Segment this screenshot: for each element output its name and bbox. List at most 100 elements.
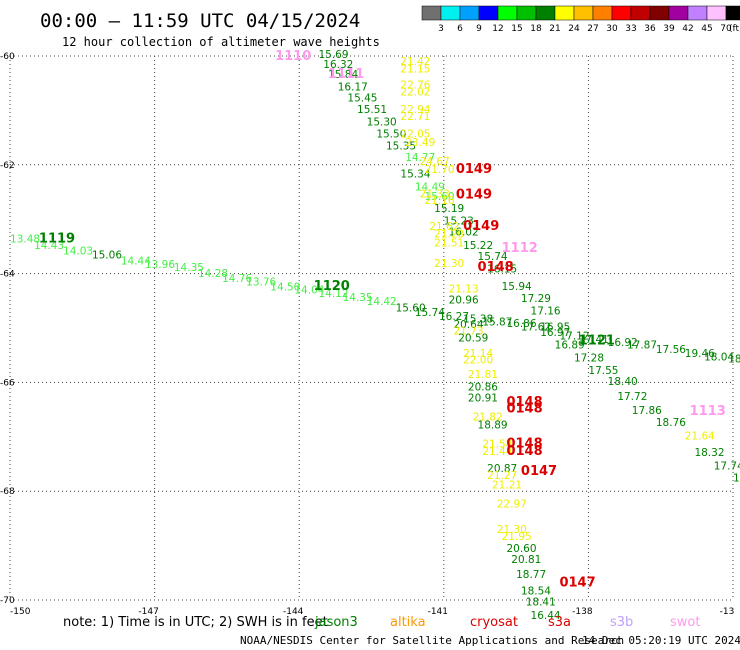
swh-label: 22.71 [400,111,430,123]
scale-swatch [630,5,651,21]
pass-id-label: 1120 [314,279,350,294]
scale-swatch [725,5,740,21]
swh-label: 22.00 [463,354,493,366]
swh-label: 21.42 [400,56,430,68]
swh-label: 22.94 [400,104,430,116]
swh-label: 16.02 [449,227,479,239]
swh-label: 18.54 [521,586,551,598]
axis-tick-labels: -150 -147 -144 -141 -138 -13 -60 -62 -64 -66 -68 -7… [0,52,734,617]
scale-unit: (ft) [729,24,740,34]
swh-label: 21.44 [482,446,512,458]
chart-subtitle: 12 hour collection of altimeter wave hei… [62,35,380,49]
scale-swatch [649,5,670,21]
scale-label: 15 [511,24,522,34]
swh-label: 16.89 [555,340,585,352]
swh-label: 14.28 [198,268,228,280]
pass-id-label: 0149 [463,219,499,234]
swh-label: 15.35 [386,141,416,153]
pass-id-label: 0147 [521,464,557,479]
pass-id-label: 0149 [456,162,492,177]
swh-label: 20.91 [468,392,498,404]
chart-title: 00:00 – 11:59 UTC 04/15/2024 [40,10,360,32]
y-tick-label: -70 [0,596,15,606]
swh-label: 23.49 [405,137,435,149]
wave-height-points: 13.4814.4314.0315.0614.4413.9614.3514.28… [10,49,740,622]
swh-label: 15.34 [400,168,430,180]
scale-label: 30 [606,24,618,34]
swh-label: 14.35 [343,292,373,304]
y-tick-label: -62 [0,161,15,171]
swh-label: 17.29 [521,293,551,305]
swh-label: 20.60 [506,543,536,555]
pass-id-label: 1110 [275,49,311,64]
swh-label: 15.69 [318,49,348,61]
swh-label: 21.64 [685,431,715,443]
swh-label: 14.12 [318,288,348,300]
pass-id-label: 1112 [502,241,538,256]
scale-swatch [440,5,461,21]
footer-credit: NOAA/NESDIS Center for Satellite Applica… [240,634,624,647]
scale-swatch [687,5,708,21]
pass-id-label: 0148 [506,437,542,452]
scale-label: 21 [549,24,560,34]
swh-label: 22.97 [497,499,527,511]
swh-label: 21.30 [434,258,464,270]
swh-label: 20.81 [511,554,541,566]
satellite-name: s3b [610,615,633,630]
satellite-name: swot [670,615,700,630]
swh-label: 15.50 [376,129,406,141]
swh-label: 21.70 [425,164,455,176]
scale-swatch [554,5,575,21]
swh-label: 18.40 [608,376,638,388]
swh-label: 21.51 [434,237,464,249]
scale-label: 3 [438,24,444,34]
scale-swatch [459,5,480,21]
scale-swatch [668,5,689,21]
scale-label: 27 [587,24,598,34]
scale-swatch [573,5,594,21]
swh-label: 22.02 [400,87,430,99]
swh-label: 21.33 [420,188,450,200]
scale-swatch [421,5,442,21]
footer-timestamp: 14 Dec 05:20:19 UTC 2024 [582,634,740,647]
swh-label: 13.96 [145,259,175,271]
scale-label: 18 [530,24,542,34]
swh-label: 21.95 [502,531,532,543]
scale-label: 24 [568,24,580,34]
swh-label: 20.59 [458,333,488,345]
satellite-name: s3a [548,615,571,630]
y-tick-label: -68 [0,487,15,497]
pass-id-label: 1113 [690,404,726,419]
swh-label: 22.05 [400,129,430,141]
swh-label: 21.14 [463,348,493,360]
scale-label: 6 [457,24,463,34]
pass-id-label: 1119 [39,232,75,247]
pass-id-label: 1121 [579,333,615,348]
swh-label: 16.97 [540,327,570,339]
scale-label: 9 [476,24,482,34]
scale-label: 70 [720,24,732,34]
swh-label: 24.67 [420,156,450,168]
swh-label: 18.89 [478,420,508,432]
swh-label: 17.87 [627,340,657,352]
swh-label: 15.30 [367,117,397,129]
scale-label: 12 [492,24,503,34]
swh-label: 16.95 [540,322,570,334]
swh-label: 17.55 [588,365,618,377]
swh-label: 15.38 [463,314,493,326]
swh-label: 20.96 [449,295,479,307]
swh-label: 18.76 [656,417,686,429]
pass-id-label: 0148 [506,444,542,459]
x-tick-label: -13 [720,607,735,617]
swh-label: 14.03 [63,246,93,258]
swh-label: 18.77 [516,569,546,581]
pass-id-label: 0148 [506,395,542,410]
scale-label: 33 [625,24,636,34]
scale-swatch [706,5,727,21]
plot-grid [9,55,734,601]
x-tick-label: -138 [572,607,593,617]
swh-label: 17.28 [574,353,604,365]
swh-label: 18.04 [704,352,734,364]
swh-label: 21.13 [449,284,479,296]
